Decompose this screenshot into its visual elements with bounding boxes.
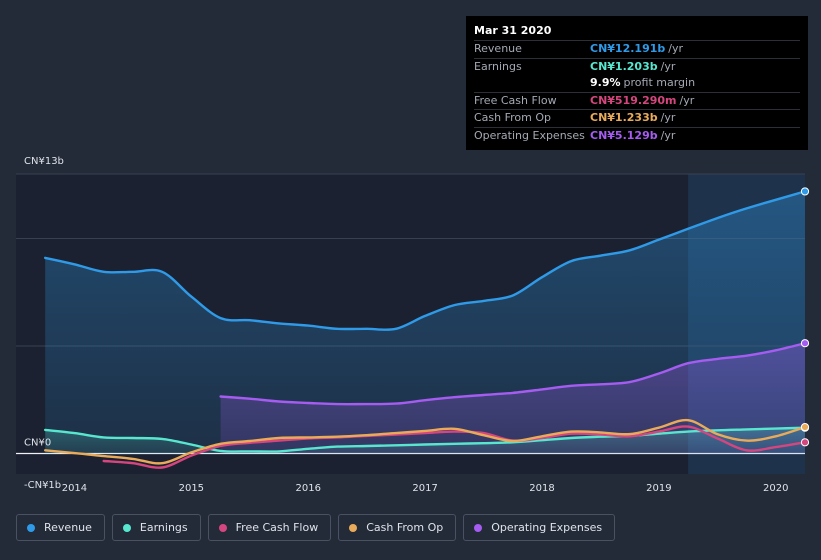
legend-dot-icon [218, 523, 227, 532]
tooltip-label: Operating Expenses [474, 128, 585, 142]
tooltip-date: Mar 31 2020 [474, 24, 552, 37]
legend-item-operating-expenses[interactable]: Operating Expenses [463, 514, 616, 541]
legend-dot-icon [122, 523, 131, 532]
legend-label: Operating Expenses [491, 521, 603, 534]
line-free-cash-flow [102, 425, 807, 469]
series-lines [44, 190, 807, 469]
data-tooltip: Mar 31 2020 Revenue CN¥12.191b /yr Earni… [466, 16, 808, 150]
legend-label: Revenue [44, 521, 92, 534]
x-tick-label: 2016 [295, 483, 320, 494]
line-cash-from-op [44, 418, 807, 465]
tooltip-unit: /yr [660, 111, 676, 124]
legend-dot-icon [474, 523, 483, 532]
x-tick-label: 2019 [646, 483, 671, 494]
legend-label: Earnings [139, 521, 188, 534]
series-areas [45, 191, 806, 454]
tooltip-label: Revenue [474, 42, 522, 55]
tooltip-label [474, 75, 590, 92]
tooltip-row-free-cash-flow: Free Cash Flow CN¥519.290m /yr [474, 91, 800, 110]
legend-dot-icon [27, 523, 35, 532]
tooltip-label: Free Cash Flow [474, 93, 557, 107]
x-tick-label: 2018 [529, 483, 554, 494]
tooltip-value: CN¥1.233b [590, 111, 658, 124]
end-marker-operating-expenses [800, 339, 810, 348]
legend-item-cash-from-op[interactable]: Cash From Op [338, 514, 457, 541]
tooltip-value: 9.9% [590, 76, 621, 89]
x-tick-label: 2020 [763, 483, 788, 494]
line-revenue [44, 190, 807, 331]
end-marker-cash-from-op [800, 422, 810, 432]
x-axis-labels: 2014 2015 2016 2017 2018 2019 2020 [62, 483, 789, 494]
y-tick-label: -CN¥1b [24, 480, 61, 491]
tooltip-row-cash-from-op: Cash From Op CN¥1.233b /yr [474, 109, 800, 127]
legend-item-revenue[interactable]: Revenue [16, 514, 105, 541]
series-end-markers [800, 187, 810, 447]
tooltip-unit: /yr [660, 59, 676, 73]
line-operating-expenses [219, 342, 807, 406]
tooltip-row-earnings: Earnings CN¥1.203b /yr [474, 57, 800, 76]
tooltip-unit: profit margin [623, 76, 696, 89]
tooltip-unit: /yr [679, 93, 695, 107]
area-operating-expenses [220, 343, 806, 454]
legend-label: Free Cash Flow [235, 521, 319, 534]
legend-item-free-cash-flow[interactable]: Free Cash Flow [207, 514, 332, 541]
tooltip-row-profit-margin: 9.9% profit margin [474, 75, 800, 92]
x-tick-label: 2014 [62, 483, 87, 494]
tooltip-row-revenue: Revenue CN¥12.191b /yr [474, 40, 800, 58]
tooltip-value: CN¥5.129b [590, 128, 658, 142]
tooltip-value: CN¥12.191b [590, 42, 666, 55]
tooltip-value: CN¥519.290m [590, 93, 677, 107]
tooltip-label: Cash From Op [474, 111, 552, 124]
legend-label: Cash From Op [366, 521, 444, 534]
tooltip-label: Earnings [474, 59, 522, 73]
tooltip-unit: /yr [660, 128, 676, 142]
legend-item-earnings[interactable]: Earnings [111, 514, 201, 541]
area-earnings [45, 427, 805, 454]
end-marker-free-cash-flow [800, 438, 810, 447]
end-marker-revenue [800, 187, 810, 196]
line-earnings [44, 426, 807, 453]
tooltip-row-operating-expenses: Operating Expenses CN¥5.129b /yr [474, 126, 800, 145]
tooltip-unit: /yr [668, 42, 684, 55]
chart-legend: Revenue Earnings Free Cash Flow Cash Fro… [16, 514, 622, 541]
legend-dot-icon [349, 523, 358, 532]
x-tick-label: 2017 [412, 483, 437, 494]
x-tick-label: 2015 [179, 483, 204, 494]
y-tick-label: CN¥13b [24, 156, 64, 167]
tooltip-value: CN¥1.203b [590, 59, 658, 73]
y-axis-labels: CN¥13b CN¥0 -CN¥1b [24, 156, 64, 491]
y-tick-label: CN¥0 [24, 438, 51, 449]
